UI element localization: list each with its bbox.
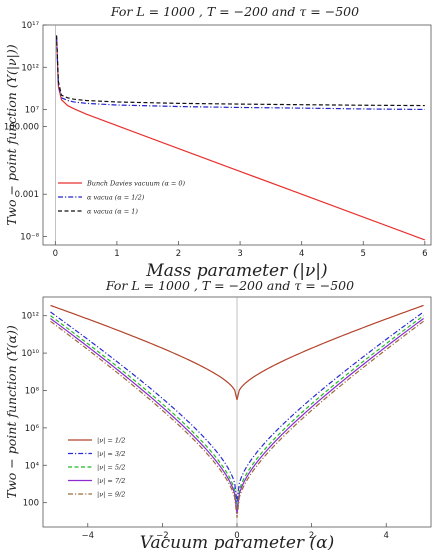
y-tick-label: 10⁴ (25, 461, 40, 471)
chart-vacuum-parameter: For L = 1000 , T = −200 and τ = −500 −4 −… (4, 278, 432, 550)
y-tick-label: 100.000 (4, 123, 39, 133)
x-axis-label: Mass parameter (|ν|) (145, 261, 327, 281)
y-tick-label: 0.001 (15, 190, 39, 200)
x-axis-label: Vacuum parameter (α) (140, 533, 334, 550)
y-tick-label: 10⁸ (25, 386, 40, 396)
legend-label: |ν| = 7/2 (97, 477, 125, 485)
chart-mass-parameter: For L = 1000 , T = −200 and τ = −500 0 1 2… (4, 4, 432, 281)
y-tick-label: 10⁻⁸ (20, 233, 39, 243)
series-line (50, 320, 424, 518)
chart-title: For L = 1000 , T = −200 and τ = −500 (105, 278, 354, 293)
legend-label: |ν| = 1/2 (97, 436, 125, 444)
plot-frame (42, 24, 432, 246)
y-axis-label: Two − point function (Y(α)) (4, 325, 19, 499)
y-tick-label: 10⁷ (25, 106, 40, 116)
x-tick-label: 6 (422, 249, 427, 259)
y-tick-label: 10⁶ (25, 424, 40, 434)
legend-label: |ν| = 9/2 (97, 490, 125, 498)
y-tick-label: 10¹² (21, 312, 39, 322)
x-tick-label: 2 (176, 249, 181, 259)
x-tick-label: 4 (384, 531, 389, 541)
x-tick-label: −2 (156, 531, 169, 541)
x-tick-label: 0 (53, 249, 58, 259)
series-line (50, 318, 424, 514)
legend-label: α vacua (α = 1) (87, 207, 138, 215)
series-line (55, 35, 425, 107)
x-tick-label: 0 (234, 531, 239, 541)
series-line (50, 304, 424, 400)
chart-title: For L = 1000 , T = −200 and τ = −500 (110, 4, 359, 19)
legend: |ν| = 1/2 |ν| = 3/2 |ν| = 5/2 |ν| = 7/2 |ν| … (68, 436, 125, 498)
y-axis-label: Two − point function (Y(|ν|)) (4, 44, 19, 225)
legend-label: |ν| = 5/2 (97, 463, 125, 471)
y-tick-label: 10¹² (21, 63, 39, 73)
legend-label: |ν| = 3/2 (97, 450, 125, 458)
x-tick-label: 4 (299, 249, 304, 259)
legend-label: Bunch Davies vacuum (α = 0) (86, 179, 186, 187)
x-tick-label: −4 (82, 531, 95, 541)
x-tick-label: 3 (237, 249, 242, 259)
series-line (55, 36, 425, 111)
legend: Bunch Davies vacuum (α = 0) α vacua (α = … (58, 179, 186, 215)
y-tick-label: 100 (23, 499, 39, 509)
series-line (55, 37, 426, 241)
legend-label: α vacua (α = 1/2) (87, 193, 145, 201)
x-tick-label: 5 (361, 249, 366, 259)
series-line (50, 311, 424, 503)
y-tick-label: 10¹⁷ (21, 21, 39, 31)
x-tick-label: 1 (114, 249, 119, 259)
y-tick-label: 10¹⁰ (21, 349, 39, 359)
x-tick-label: 2 (309, 531, 314, 541)
